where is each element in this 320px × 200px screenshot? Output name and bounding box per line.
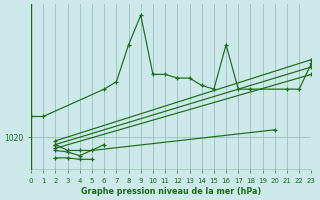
- X-axis label: Graphe pression niveau de la mer (hPa): Graphe pression niveau de la mer (hPa): [81, 187, 261, 196]
